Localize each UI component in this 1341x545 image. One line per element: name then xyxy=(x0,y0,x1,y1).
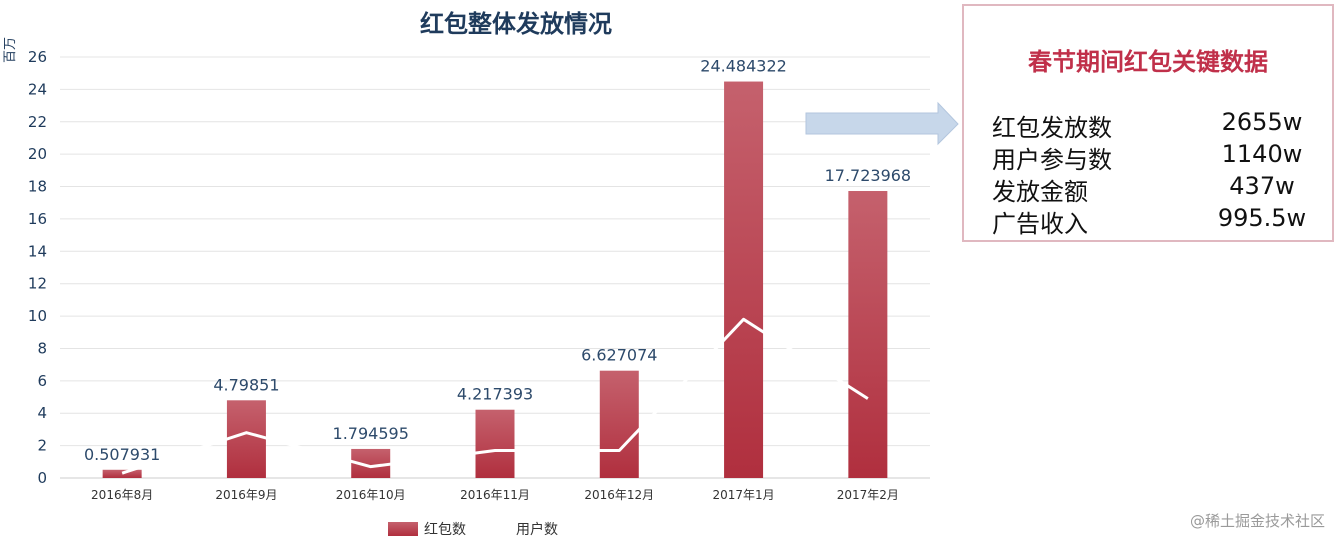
x-tick-label: 2016年11月 xyxy=(460,488,530,502)
key-data-row: 发放金额 437w xyxy=(992,172,1312,206)
data-label: 6.627074 xyxy=(581,346,657,365)
key-data-value: 995.5w xyxy=(1217,204,1307,232)
y-tick-label: 26 xyxy=(28,48,47,66)
watermark: @稀土掘金技术社区 xyxy=(1189,512,1325,530)
key-data-value: 437w xyxy=(1229,172,1295,200)
legend-label: 红包数 xyxy=(424,522,466,538)
y-tick-label: 8 xyxy=(37,339,47,357)
key-data-label: 红包发放数 xyxy=(992,114,1112,142)
x-tick-label: 2016年9月 xyxy=(215,488,277,502)
right-arrow-icon xyxy=(805,101,959,146)
y-tick-label: 4 xyxy=(37,404,47,422)
x-tick-label: 2016年10月 xyxy=(336,488,406,502)
key-data-row: 红包发放数 2655w xyxy=(992,108,1312,142)
legend-label: 用户数 xyxy=(516,521,558,538)
data-label: 4.217393 xyxy=(457,385,533,404)
key-data-label: 广告收入 xyxy=(992,210,1088,238)
y-tick-label: 20 xyxy=(28,145,47,163)
y-tick-label: 6 xyxy=(37,372,47,390)
bar xyxy=(724,81,764,478)
x-tick-label: 2016年12月 xyxy=(584,488,654,502)
data-label: 17.723968 xyxy=(825,166,912,185)
y-tick-label: 24 xyxy=(28,80,47,98)
key-data-box: 春节期间红包关键数据 红包发放数 2655w 用户参与数 1140w 发放金额 … xyxy=(962,4,1334,242)
y-tick-label: 18 xyxy=(28,178,47,196)
bar xyxy=(848,191,888,478)
key-data-label: 用户参与数 xyxy=(992,146,1112,174)
y-tick-label: 22 xyxy=(28,113,47,131)
y-tick-label: 14 xyxy=(28,242,47,260)
y-tick-label: 12 xyxy=(28,275,47,293)
x-tick-label: 2017年1月 xyxy=(712,488,774,502)
x-tick-label: 2016年8月 xyxy=(91,488,153,502)
data-label: 24.484322 xyxy=(700,57,787,76)
y-tick-label: 16 xyxy=(28,210,47,228)
y-tick-label: 10 xyxy=(28,307,47,325)
key-data-row: 广告收入 995.5w xyxy=(992,204,1312,238)
key-data-label: 发放金额 xyxy=(992,178,1088,206)
legend-swatch xyxy=(388,522,418,536)
bar xyxy=(226,400,266,478)
data-label: 1.794595 xyxy=(333,424,409,443)
bar xyxy=(475,409,515,478)
y-axis-label: 百万 xyxy=(3,37,18,63)
key-data-value: 2655w xyxy=(1221,108,1303,136)
data-label: 0.507931 xyxy=(84,445,160,464)
series-line xyxy=(121,317,869,475)
key-data-value: 1140w xyxy=(1221,140,1303,168)
x-tick-label: 2017年2月 xyxy=(837,488,899,502)
chart-title: 红包整体发放情况 xyxy=(420,10,612,38)
y-tick-label: 0 xyxy=(37,469,47,487)
bar xyxy=(102,469,142,478)
key-data-row: 用户参与数 1140w xyxy=(992,140,1312,174)
bar xyxy=(599,370,639,478)
y-tick-label: 2 xyxy=(37,437,47,455)
data-label: 4.79851 xyxy=(213,375,279,394)
key-data-title: 春节期间红包关键数据 xyxy=(1028,48,1268,76)
